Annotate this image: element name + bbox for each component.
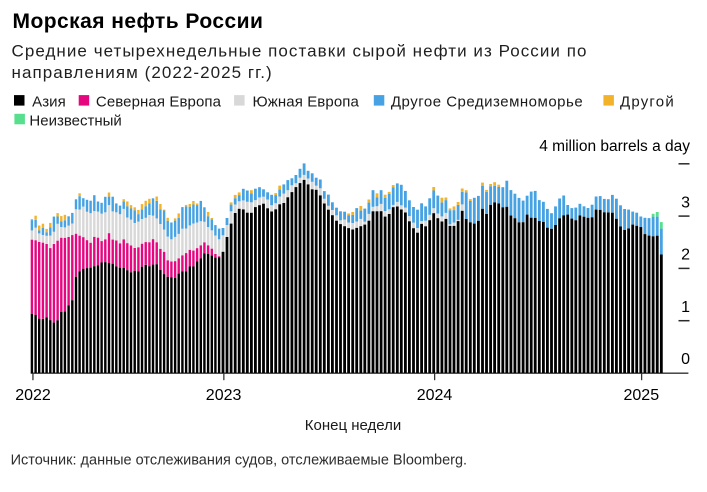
svg-text:2023: 2023 [206,387,242,404]
svg-text:Другое Средиземноморье: Другое Средиземноморье [391,94,583,111]
svg-text:Источник: данные отслеживания: Источник: данные отслеживания судов, отс… [11,453,467,469]
svg-text:4 million barrels a day: 4 million barrels a day [539,138,690,155]
svg-text:3: 3 [681,194,690,211]
svg-text:0: 0 [681,351,690,368]
svg-text:Северная Европа: Северная Европа [96,94,222,111]
svg-text:Южная Европа: Южная Европа [253,94,360,111]
svg-text:2: 2 [681,247,690,264]
svg-text:2022: 2022 [15,387,51,404]
svg-text:2024: 2024 [417,387,453,404]
svg-text:направлениям (2022-2025 гг.): направлениям (2022-2025 гг.) [12,63,273,82]
svg-text:Конец недели: Конец недели [305,417,402,434]
svg-text:Азия: Азия [32,94,66,111]
svg-text:Средние четырехнедельные поста: Средние четырехнедельные поставки сырой … [12,41,588,60]
svg-text:Неизвестный: Неизвестный [29,112,121,129]
svg-text:Морская нефть России: Морская нефть России [13,10,264,33]
svg-text:1: 1 [681,299,690,316]
svg-text:Другой: Другой [620,94,675,111]
svg-text:2025: 2025 [624,387,660,404]
